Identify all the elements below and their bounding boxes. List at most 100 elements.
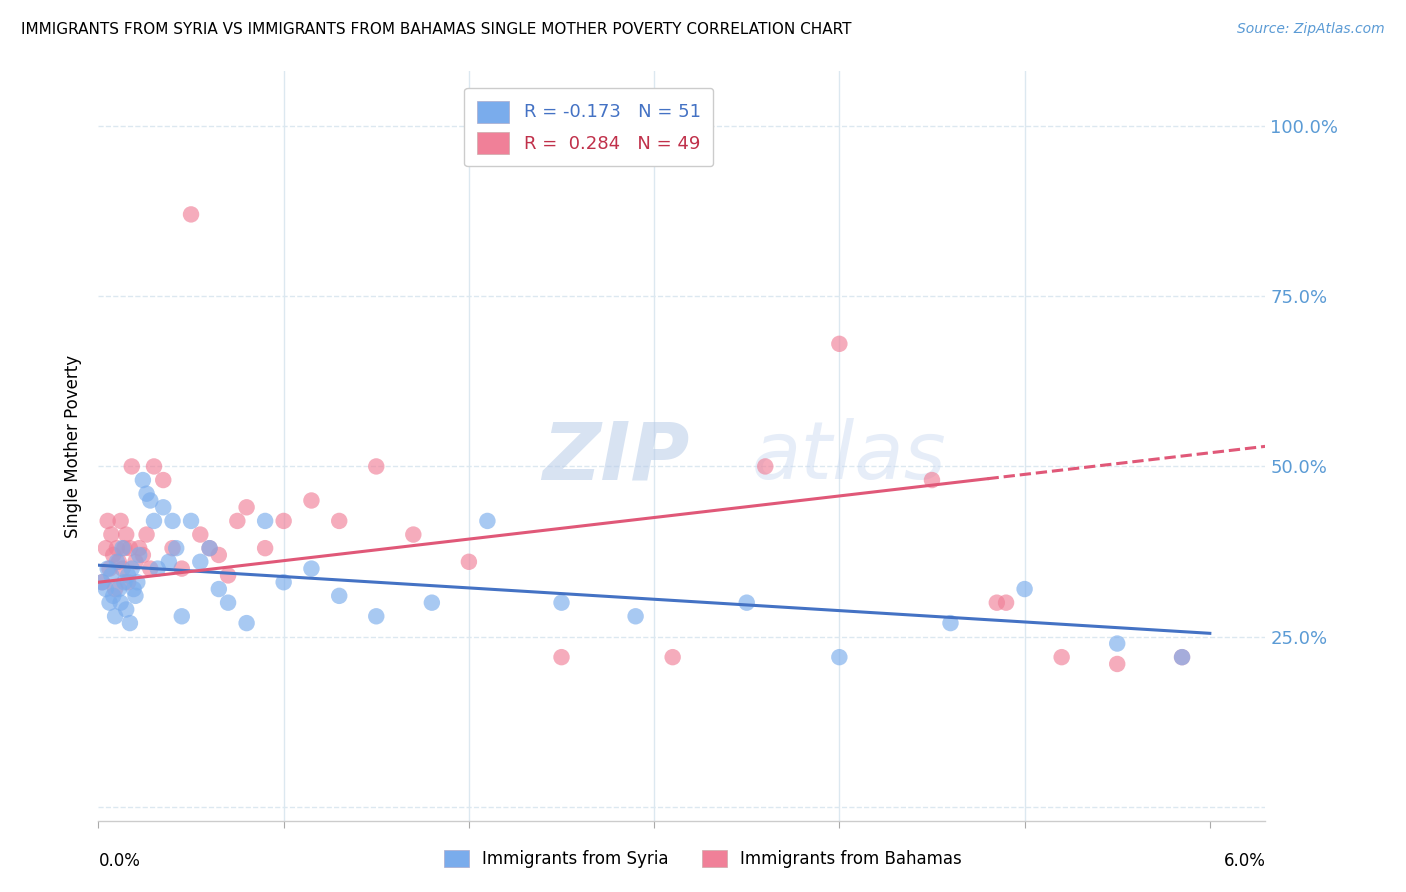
- Point: [135, 527, 157, 541]
- Point: [103, 589, 125, 603]
- Point: [124, 589, 146, 603]
- Legend: Immigrants from Syria, Immigrants from Bahamas: Immigrants from Syria, Immigrants from B…: [437, 843, 969, 875]
- Text: 0.0%: 0.0%: [98, 852, 141, 870]
- Point: [301, 493, 323, 508]
- Point: [1171, 650, 1194, 665]
- Point: [366, 609, 388, 624]
- Point: [100, 527, 122, 541]
- Point: [121, 561, 143, 575]
- Point: [139, 561, 162, 575]
- Point: [995, 596, 1018, 610]
- Point: [132, 548, 155, 562]
- Point: [111, 561, 134, 575]
- Point: [104, 582, 127, 596]
- Point: [98, 561, 121, 575]
- Point: [112, 575, 135, 590]
- Point: [1014, 582, 1036, 596]
- Point: [165, 541, 187, 556]
- Point: [110, 596, 132, 610]
- Point: [254, 541, 277, 556]
- Point: [152, 473, 174, 487]
- Point: [128, 541, 150, 556]
- Point: [112, 541, 135, 556]
- Point: [273, 575, 295, 590]
- Point: [457, 555, 479, 569]
- Point: [127, 575, 149, 590]
- Point: [477, 514, 499, 528]
- Point: [103, 548, 125, 562]
- Point: [170, 561, 193, 575]
- Point: [117, 568, 139, 582]
- Point: [124, 555, 146, 569]
- Point: [1107, 636, 1129, 650]
- Point: [188, 527, 211, 541]
- Point: [939, 616, 962, 631]
- Point: [121, 459, 143, 474]
- Point: [550, 596, 572, 610]
- Point: [118, 541, 141, 556]
- Point: [104, 609, 127, 624]
- Point: [143, 514, 166, 528]
- Point: [100, 568, 122, 582]
- Point: [115, 602, 138, 616]
- Point: [132, 473, 155, 487]
- Point: [661, 650, 683, 665]
- Point: [208, 582, 231, 596]
- Point: [128, 548, 150, 562]
- Point: [328, 589, 350, 603]
- Point: [235, 500, 257, 515]
- Point: [986, 596, 1008, 610]
- Legend: R = -0.173   N = 51, R =  0.284   N = 49: R = -0.173 N = 51, R = 0.284 N = 49: [464, 88, 713, 166]
- Point: [143, 459, 166, 474]
- Point: [188, 555, 211, 569]
- Point: [162, 514, 184, 528]
- Point: [226, 514, 249, 528]
- Text: atlas: atlas: [752, 418, 946, 496]
- Text: Source: ZipAtlas.com: Source: ZipAtlas.com: [1237, 22, 1385, 37]
- Point: [180, 207, 202, 221]
- Point: [97, 561, 120, 575]
- Point: [122, 582, 145, 596]
- Text: ZIP: ZIP: [541, 418, 689, 496]
- Point: [550, 650, 572, 665]
- Point: [180, 514, 202, 528]
- Point: [107, 582, 129, 596]
- Point: [110, 514, 132, 528]
- Point: [162, 541, 184, 556]
- Point: [273, 514, 295, 528]
- Point: [170, 609, 193, 624]
- Point: [146, 561, 169, 575]
- Point: [828, 650, 851, 665]
- Point: [105, 555, 128, 569]
- Point: [94, 582, 117, 596]
- Point: [235, 616, 257, 631]
- Point: [301, 561, 323, 575]
- Point: [152, 500, 174, 515]
- Point: [754, 459, 776, 474]
- Point: [111, 541, 134, 556]
- Text: 6.0%: 6.0%: [1223, 852, 1265, 870]
- Point: [217, 596, 239, 610]
- Point: [217, 568, 239, 582]
- Point: [91, 575, 114, 590]
- Point: [157, 555, 180, 569]
- Point: [97, 514, 120, 528]
- Point: [828, 336, 851, 351]
- Point: [198, 541, 221, 556]
- Point: [91, 575, 114, 590]
- Point: [115, 527, 138, 541]
- Point: [420, 596, 443, 610]
- Point: [117, 575, 139, 590]
- Point: [921, 473, 943, 487]
- Point: [735, 596, 758, 610]
- Point: [139, 493, 162, 508]
- Point: [1050, 650, 1073, 665]
- Point: [105, 541, 128, 556]
- Point: [1107, 657, 1129, 671]
- Point: [254, 514, 277, 528]
- Point: [94, 541, 117, 556]
- Point: [328, 514, 350, 528]
- Point: [107, 555, 129, 569]
- Point: [208, 548, 231, 562]
- Point: [366, 459, 388, 474]
